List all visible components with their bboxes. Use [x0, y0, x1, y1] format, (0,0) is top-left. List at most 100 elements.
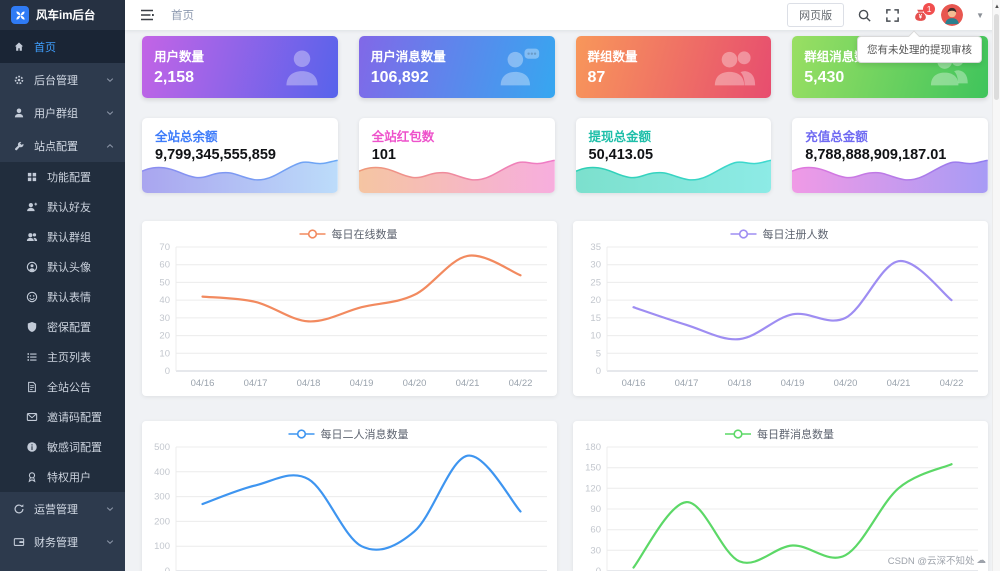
stat-card-label: 群组数量 — [587, 50, 638, 64]
chart-legend[interactable]: 每日注册人数 — [730, 227, 829, 241]
sidebar-item-label: 特权用户 — [47, 472, 91, 484]
stat-card-value: 106,892 — [370, 69, 429, 86]
users-icon — [26, 231, 38, 243]
wallet-icon — [13, 536, 25, 548]
svg-text:每日注册人数: 每日注册人数 — [763, 227, 829, 241]
svg-text:04/21: 04/21 — [887, 378, 911, 389]
sidebar-item-site-config[interactable]: 站点配置 — [0, 129, 125, 162]
chart-row-bottom: 010020030040050004/1604/1704/1804/1904/2… — [142, 421, 988, 571]
metric-card-value: 50,413.05 — [588, 147, 654, 163]
header: 首页 网页版 ¥ 1 ▼ — [125, 0, 1000, 30]
sidebar-item-default-avatar[interactable]: 默认头像 — [0, 252, 125, 282]
scrollbar-up-arrow[interactable]: ▲ — [994, 4, 1000, 10]
withdrawal-review-icon[interactable]: ¥ 1 — [913, 2, 936, 23]
svg-text:90: 90 — [590, 504, 601, 515]
chevron-down-icon — [105, 537, 115, 547]
sidebar-item-operations-management[interactable]: 运营管理 — [0, 492, 125, 525]
shield-icon — [26, 321, 38, 333]
fullscreen-icon[interactable] — [885, 8, 900, 23]
user-icon — [13, 107, 25, 119]
page-scrollbar[interactable]: ▲ — [992, 0, 1000, 571]
svg-text:04/19: 04/19 — [781, 378, 805, 389]
metric-sparkline — [792, 155, 988, 193]
chart-line-series — [632, 463, 953, 569]
metric-card-0: 全站总余额 9,799,345,555,859 — [142, 118, 338, 193]
windmill-icon — [11, 6, 29, 24]
svg-text:100: 100 — [154, 541, 170, 552]
sidebar-item-label: 财务管理 — [34, 536, 78, 549]
chart-line-series — [201, 254, 522, 323]
chart-card-daily-online: 0 10 20 30 40 50 60 70 04/16 04/17 04/18 04/19 04/20… — [142, 221, 557, 396]
sidebar-item-backend-management[interactable]: 后台管理 — [0, 63, 125, 96]
watermark-text: CSDN @云深不知处 — [887, 556, 975, 567]
avatar[interactable] — [941, 4, 964, 26]
sidebar-item-default-friends[interactable]: 默认好友 — [0, 192, 125, 222]
stat-card-1: 用户消息数量 106,892 — [358, 36, 555, 98]
metric-card-label: 全站总余额 — [155, 130, 218, 144]
stat-card-row: 用户数量 2,158 用户消息数量 106,892 群组数量 87 群组消息数量 5,430 — [142, 36, 988, 98]
metric-card-value: 8,788,888,909,187.01 — [805, 147, 947, 163]
refresh-icon — [13, 503, 25, 515]
search-icon[interactable] — [857, 8, 872, 23]
chart-line-series — [632, 260, 953, 341]
scrollbar-thumb[interactable] — [994, 14, 999, 100]
sidebar-item-default-groups[interactable]: 默认群组 — [0, 222, 125, 252]
sidebar-item-label: 后台管理 — [34, 74, 78, 87]
svg-text:0: 0 — [596, 566, 601, 571]
sidebar-item-home[interactable]: 首页 — [0, 30, 125, 63]
svg-text:70: 70 — [159, 242, 170, 253]
user-circle-icon — [26, 261, 38, 273]
stat-card-value: 87 — [587, 69, 606, 86]
watermark: CSDN @云深不知处 ☁ — [887, 553, 986, 568]
list-icon — [26, 351, 38, 363]
submenu-site-config: 功能配置默认好友默认群组默认头像默认表情 密保配置 主页列表 全站公告 邀请码配置 敏感词… — [0, 162, 125, 492]
sidebar-item-privileged-users[interactable]: 特权用户 — [0, 462, 125, 492]
svg-text:500: 500 — [154, 442, 170, 453]
metric-card-value: 101 — [371, 147, 396, 163]
main-content: 用户数量 2,158 用户消息数量 106,892 群组数量 87 群组消息数量 5,430 … — [125, 30, 1000, 571]
svg-text:0: 0 — [596, 366, 601, 377]
sidebar-item-sensitive-words-config[interactable]: 敏感词配置 — [0, 432, 125, 462]
metric-card-label: 充值总金额 — [805, 130, 868, 144]
svg-text:每日二人消息数量: 每日二人消息数量 — [321, 427, 409, 441]
notification-tooltip: 您有未处理的提现审核 — [857, 30, 982, 63]
avatar-dropdown-caret[interactable]: ▼ — [976, 10, 984, 20]
notification-badge: 1 — [923, 2, 936, 15]
sidebar-item-finance-management[interactable]: 财务管理 — [0, 525, 125, 558]
sidebar-item-default-emoji[interactable]: 默认表情 — [0, 282, 125, 312]
chart-legend[interactable]: 每日群消息数量 — [725, 427, 834, 441]
metric-sparkline — [358, 155, 555, 193]
chart-legend[interactable]: 每日在线数量 — [299, 227, 398, 241]
sidebar-item-label: 默认好友 — [47, 202, 91, 214]
sidebar-item-homepage-list[interactable]: 主页列表 — [0, 342, 125, 372]
svg-text:04/22: 04/22 — [940, 378, 964, 389]
smile-icon — [26, 291, 38, 303]
header-actions: 网页版 ¥ 1 ▼ — [787, 2, 984, 27]
sidebar-item-invite-code-config[interactable]: 邀请码配置 — [0, 402, 125, 432]
svg-text:¥: ¥ — [919, 13, 923, 20]
svg-text:40: 40 — [159, 295, 170, 306]
sidebar-item-site-announcement[interactable]: 全站公告 — [0, 372, 125, 402]
svg-text:04/17: 04/17 — [244, 378, 268, 389]
svg-text:30: 30 — [159, 313, 170, 324]
chart-row-top: 0 10 20 30 40 50 60 70 04/16 04/17 04/18 04/19 04/20… — [142, 221, 988, 396]
chart-legend[interactable]: 每日二人消息数量 — [288, 427, 409, 441]
group-icon — [712, 45, 758, 89]
sidebar-collapse-icon[interactable] — [139, 7, 155, 23]
webview-button[interactable]: 网页版 — [787, 3, 845, 27]
svg-text:每日在线数量: 每日在线数量 — [332, 227, 398, 241]
chart-card-daily-group-messages: 030609012015018004/1604/1704/1804/1904/2… — [573, 421, 988, 571]
breadcrumb[interactable]: 首页 — [171, 10, 194, 22]
sidebar-item-label: 默认头像 — [47, 262, 91, 274]
sidebar-item-feature-config[interactable]: 功能配置 — [0, 162, 125, 192]
metric-card-row: 全站总余额 9,799,345,555,859 全站红包数 101 提现总金额 50,41… — [142, 118, 988, 193]
svg-text:04/16: 04/16 — [191, 378, 215, 389]
chart-card-daily-p2p-messages: 010020030040050004/1604/1704/1804/1904/2… — [142, 421, 557, 571]
sidebar-item-security-config[interactable]: 密保配置 — [0, 312, 125, 342]
sidebar-item-label: 默认群组 — [47, 232, 91, 244]
app-logo[interactable]: 风车im后台 — [0, 0, 125, 30]
svg-text:200: 200 — [154, 516, 170, 527]
svg-text:25: 25 — [590, 277, 601, 288]
sidebar-item-user-groups[interactable]: 用户群组 — [0, 96, 125, 129]
svg-text:300: 300 — [154, 492, 170, 503]
